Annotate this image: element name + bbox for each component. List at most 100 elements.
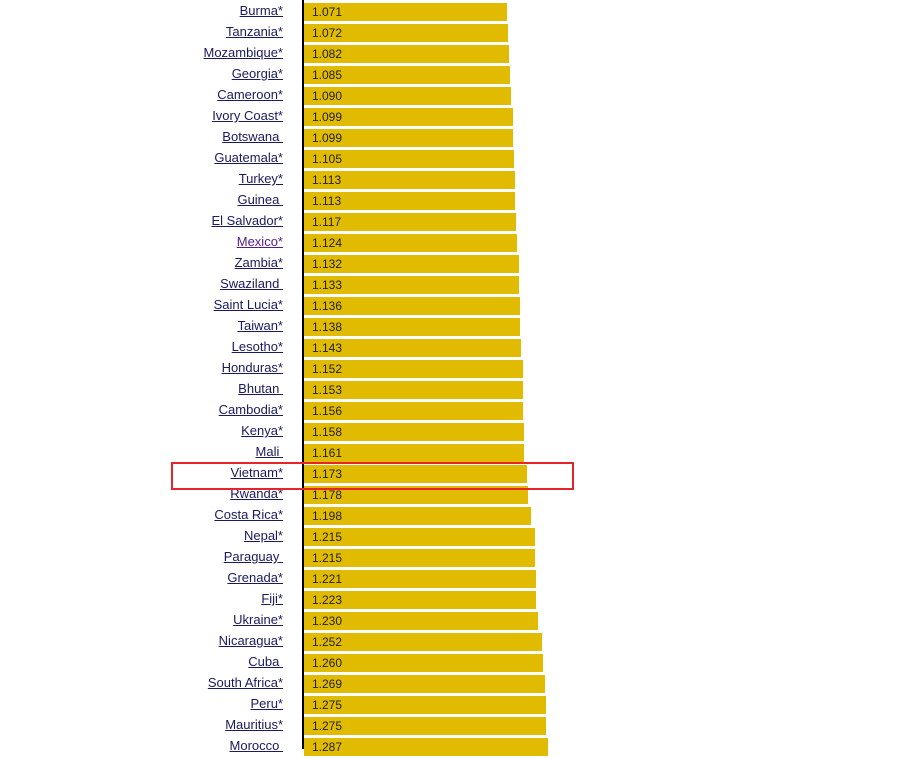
country-link[interactable]: Georgia* [231, 66, 283, 81]
bar-row: Swaziland 1.133 [0, 275, 900, 296]
country-link[interactable]: Vietnam* [230, 465, 283, 480]
bar-value-label: 1.132 [312, 257, 343, 271]
country-link[interactable]: Bhutan [238, 381, 283, 396]
bar [304, 570, 536, 588]
bar-value-label: 1.158 [312, 425, 343, 439]
country-link[interactable]: Peru* [250, 696, 283, 711]
country-link[interactable]: Taiwan* [237, 318, 283, 333]
bar-value-label: 1.221 [312, 572, 343, 586]
bar-row: Mozambique* 1.082 [0, 44, 900, 65]
bar-row: South Africa* 1.269 [0, 674, 900, 695]
country-link[interactable]: Fiji* [261, 591, 283, 606]
country-link[interactable]: Zambia* [234, 255, 283, 270]
bar-value-label: 1.085 [312, 68, 343, 82]
country-link[interactable]: Ivory Coast* [212, 108, 283, 123]
bar-value-label: 1.117 [312, 215, 342, 229]
country-link[interactable]: Mozambique* [203, 45, 284, 60]
bar-row: Nicaragua* 1.252 [0, 632, 900, 653]
bar-value-label: 1.143 [312, 341, 343, 355]
bar-row: Mali 1.161 [0, 443, 900, 464]
bar-value-label: 1.269 [312, 677, 343, 691]
bar-value-label: 1.198 [312, 509, 343, 523]
country-link[interactable]: Cuba [248, 654, 283, 669]
country-link[interactable]: Morocco [229, 738, 283, 753]
bar-row: Ukraine* 1.230 [0, 611, 900, 632]
country-link[interactable]: Mexico* [236, 234, 283, 249]
country-link[interactable]: Tanzania* [225, 24, 283, 39]
bar-row: Vietnam* 1.173 [0, 464, 900, 485]
country-link[interactable]: Lesotho* [231, 339, 283, 354]
country-link[interactable]: El Salvador* [211, 213, 283, 228]
country-link[interactable]: Honduras* [221, 360, 283, 375]
bar-value-label: 1.260 [312, 656, 343, 670]
bar-value-label: 1.223 [312, 593, 343, 607]
bar-row: Guatemala* 1.105 [0, 149, 900, 170]
country-link[interactable]: Cambodia* [218, 402, 283, 417]
country-link[interactable]: Nepal* [243, 528, 283, 543]
country-link[interactable]: Cameroon* [217, 87, 283, 102]
bar-value-label: 1.113 [312, 173, 342, 187]
bar-row: Morocco 1.287 [0, 737, 900, 758]
country-link[interactable]: Guinea [237, 192, 283, 207]
bar-row: Taiwan* 1.138 [0, 317, 900, 338]
bar-row: Burma* 1.071 [0, 2, 900, 23]
country-link[interactable]: Turkey* [238, 171, 283, 186]
bar-row: Peru* 1.275 [0, 695, 900, 716]
bar-row: Honduras* 1.152 [0, 359, 900, 380]
bar [304, 696, 547, 714]
bar [304, 129, 513, 147]
bar-row: Paraguay 1.215 [0, 548, 900, 569]
bar [304, 507, 532, 525]
country-link[interactable]: Costa Rica* [214, 507, 283, 522]
bar [304, 423, 524, 441]
bar-value-label: 1.178 [312, 488, 343, 502]
bar [304, 276, 520, 294]
bar [304, 465, 527, 483]
bar-row: Bhutan 1.153 [0, 380, 900, 401]
bar-row: Mauritius* 1.275 [0, 716, 900, 737]
bar-value-label: 1.161 [312, 446, 343, 460]
bar [304, 381, 523, 399]
country-link[interactable]: Nicaragua* [218, 633, 283, 648]
country-link[interactable]: Guatemala* [214, 150, 283, 165]
bar-value-label: 1.072 [312, 26, 343, 40]
country-link[interactable]: Mali [255, 444, 283, 459]
bar-row: Cuba 1.260 [0, 653, 900, 674]
bar-value-label: 1.152 [312, 362, 343, 376]
bar-value-label: 1.124 [312, 236, 343, 250]
bar [304, 654, 544, 672]
bar [304, 360, 523, 378]
bar [304, 549, 535, 567]
country-link[interactable]: Botswana [222, 129, 283, 144]
bar [304, 591, 537, 609]
bar-row: Saint Lucia* 1.136 [0, 296, 900, 317]
bar-value-label: 1.173 [312, 467, 343, 481]
country-link[interactable]: Ukraine* [233, 612, 283, 627]
bar [304, 108, 513, 126]
bar-row: El Salvador* 1.117 [0, 212, 900, 233]
bar [304, 45, 510, 63]
bar-value-label: 1.153 [312, 383, 343, 397]
bar [304, 528, 535, 546]
bar [304, 444, 525, 462]
country-link[interactable]: Saint Lucia* [213, 297, 283, 312]
country-link[interactable]: Swaziland [220, 276, 283, 291]
country-link[interactable]: South Africa* [207, 675, 283, 690]
bar-row: Guinea 1.113 [0, 191, 900, 212]
country-link[interactable]: Mauritius* [225, 717, 283, 732]
bar [304, 234, 518, 252]
country-link[interactable]: Kenya* [241, 423, 283, 438]
country-link[interactable]: Paraguay [223, 549, 283, 564]
bar-row: Grenada* 1.221 [0, 569, 900, 590]
bar-row: Cameroon* 1.090 [0, 86, 900, 107]
bar-value-label: 1.136 [312, 299, 343, 313]
bar-value-label: 1.156 [312, 404, 343, 418]
bar [304, 171, 516, 189]
bar-value-label: 1.071 [312, 5, 343, 19]
country-link[interactable]: Burma* [239, 3, 283, 18]
bar-row: Nepal* 1.215 [0, 527, 900, 548]
bar-row: Zambia* 1.132 [0, 254, 900, 275]
bar [304, 486, 528, 504]
bar [304, 66, 510, 84]
country-link[interactable]: Grenada* [227, 570, 283, 585]
